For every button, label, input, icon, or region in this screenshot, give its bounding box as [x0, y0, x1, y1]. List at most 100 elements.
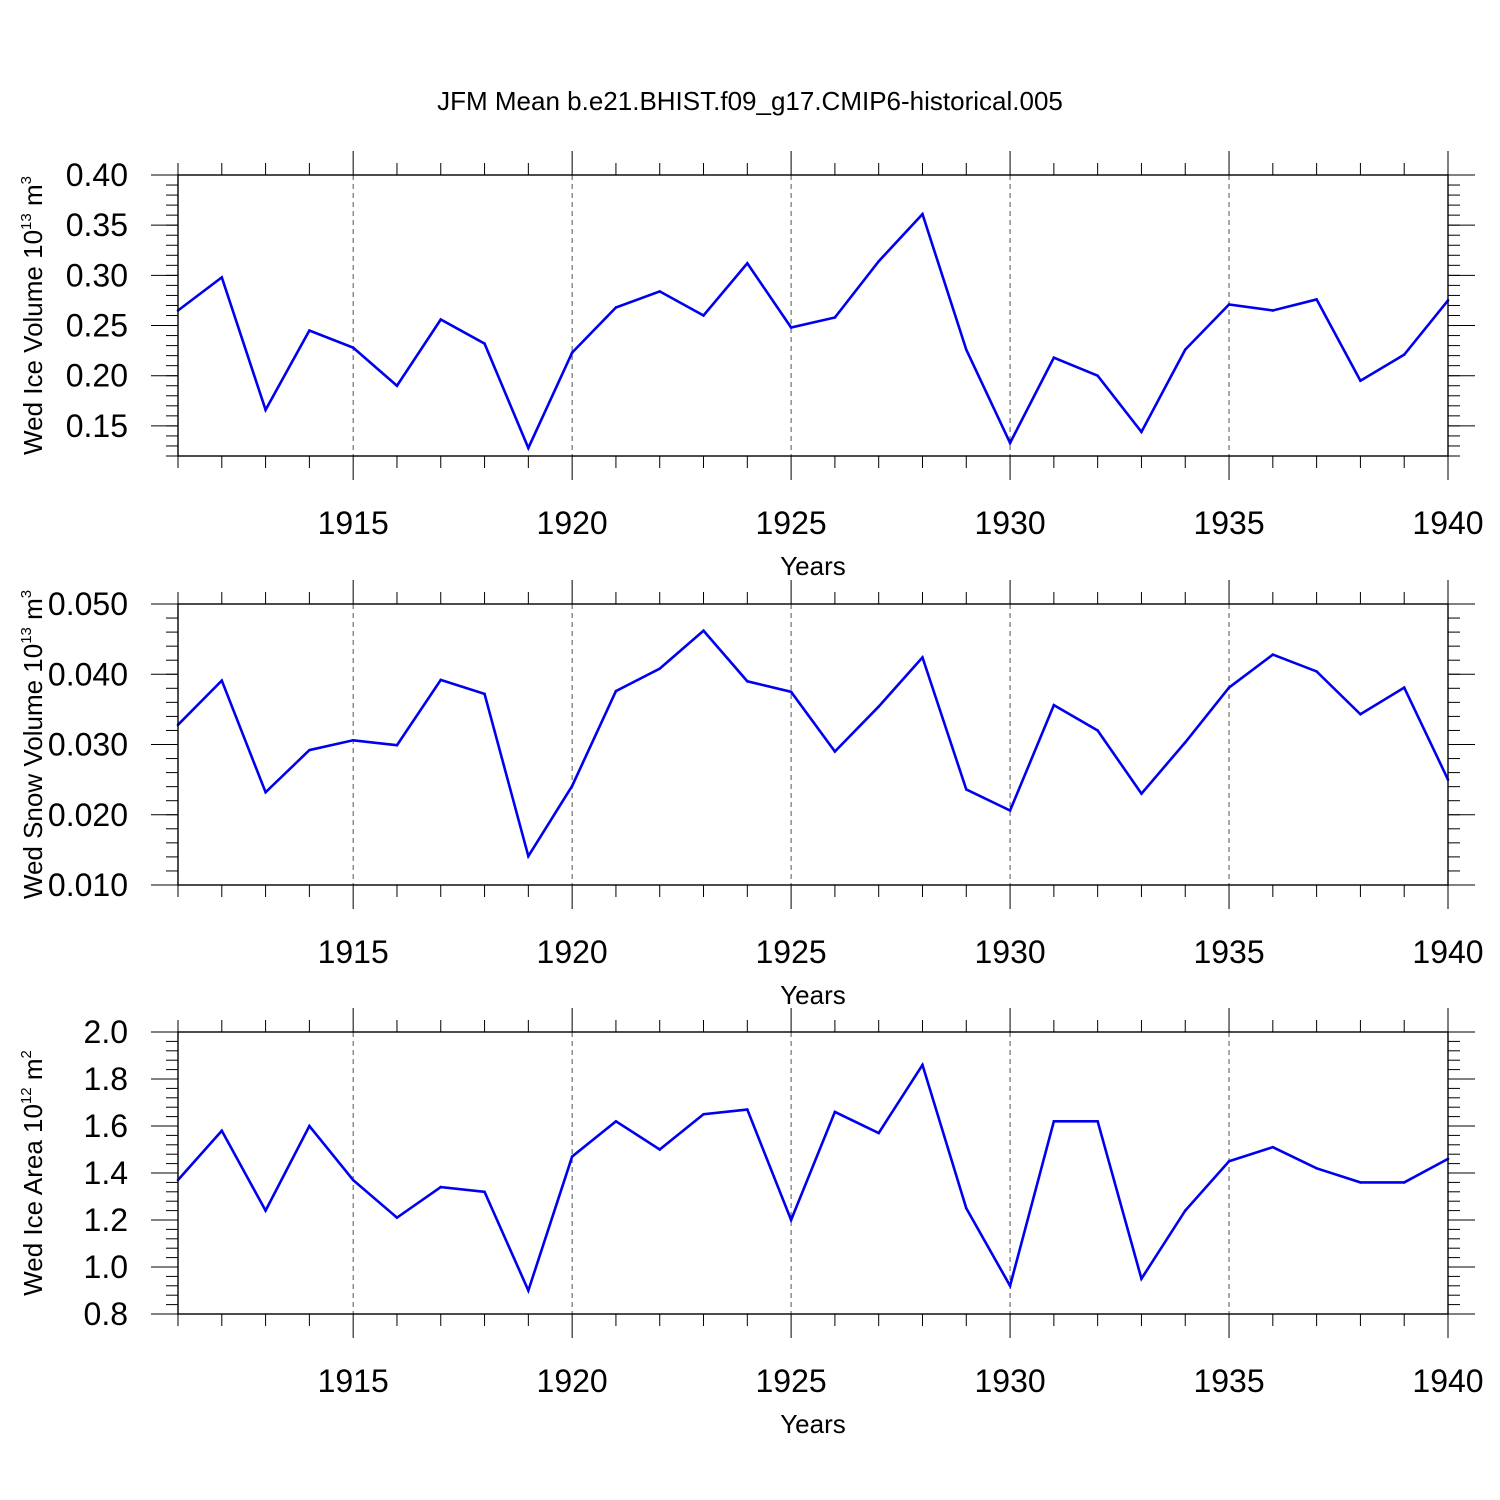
series-line	[177, 211, 1450, 452]
data-point	[1315, 670, 1318, 673]
panel-3: 0.8 1.0 1.2 1.4 1.6 1.8 2.0 1915 1920 1925 1930 193…	[18, 1008, 1484, 1439]
series-line	[177, 1061, 1449, 1295]
x-axis-label: Years	[780, 980, 846, 1010]
data-point	[439, 678, 443, 682]
data-point	[220, 1129, 224, 1132]
data-point	[308, 748, 311, 752]
data-point	[351, 1178, 355, 1182]
x-tick-label: 1915	[318, 934, 389, 970]
y-tick-label: 0.35	[66, 207, 128, 243]
data-point	[1052, 703, 1056, 707]
y-tick-label: 1.6	[84, 1108, 128, 1144]
data-point	[789, 690, 793, 694]
data-point	[921, 656, 924, 659]
data-point	[702, 1112, 705, 1116]
data-point	[1052, 1120, 1056, 1123]
data-point	[921, 1063, 924, 1067]
data-point	[964, 788, 968, 791]
data-point	[1183, 348, 1187, 351]
x-tick-label: 1920	[537, 934, 608, 970]
x-tick-label: 1935	[1193, 505, 1264, 541]
y-tick-label: 0.040	[48, 656, 128, 692]
data-point	[308, 329, 311, 332]
y-tick-label: 0.20	[66, 358, 128, 394]
x-tick-label: 1935	[1193, 934, 1264, 970]
data-point	[1096, 1120, 1099, 1123]
data-point	[395, 743, 399, 747]
data-point	[1008, 809, 1012, 812]
data-point	[439, 1185, 443, 1189]
x-tick-label: 1925	[756, 505, 827, 541]
data-point	[1008, 441, 1012, 445]
data-point	[527, 854, 530, 858]
x-tick-label: 1935	[1193, 1363, 1264, 1399]
data-point	[395, 1216, 399, 1219]
data-point	[395, 384, 399, 388]
data-point	[614, 1120, 618, 1123]
data-point	[789, 326, 793, 329]
y-tick-label: 0.030	[48, 727, 128, 763]
data-point	[833, 750, 837, 753]
data-point	[614, 306, 618, 309]
data-point	[570, 784, 574, 788]
data-point	[570, 1155, 574, 1158]
series-line	[177, 628, 1450, 860]
data-point	[658, 1148, 662, 1151]
data-point	[483, 692, 486, 696]
data-point	[1271, 653, 1275, 656]
data-point	[1096, 729, 1099, 732]
data-point	[746, 679, 749, 683]
plot-frame	[177, 603, 1449, 886]
data-point	[1402, 353, 1406, 356]
x-tick-label: 1915	[318, 1363, 389, 1399]
data-point	[264, 1209, 267, 1212]
x-tick-label: 1920	[537, 505, 608, 541]
data-point	[1008, 1284, 1012, 1288]
data-point	[527, 446, 530, 450]
data-point	[658, 667, 662, 670]
y-tick-label: 2.0	[84, 1014, 128, 1050]
data-point	[1183, 741, 1187, 744]
data-point	[1359, 712, 1362, 716]
data-point	[439, 318, 443, 321]
y-tick-label: 0.15	[66, 408, 128, 444]
data-point	[833, 1110, 837, 1114]
y-tick-label: 0.25	[66, 308, 128, 344]
data-point	[877, 705, 880, 708]
data-point	[1140, 430, 1143, 434]
data-point	[308, 1124, 311, 1128]
data-point	[483, 1190, 486, 1194]
data-point	[220, 679, 224, 682]
x-tick-label: 1930	[974, 1363, 1045, 1399]
data-point	[921, 212, 924, 216]
data-point	[220, 276, 224, 279]
data-point	[483, 342, 486, 345]
data-point	[1140, 1277, 1143, 1281]
data-point	[789, 1218, 793, 1222]
panel-1: 0.15 0.20 0.25 0.30 0.35 0.40 1915 1920 1925 1930…	[18, 151, 1484, 581]
chart-title: JFM Mean b.e21.BHIST.f09_g17.CMIP6-histo…	[437, 86, 1063, 116]
data-point	[964, 1206, 968, 1210]
data-point	[1227, 686, 1231, 689]
data-point	[964, 348, 968, 351]
chart-panels: 0.15 0.20 0.25 0.30 0.35 0.40 1915 1920 1925 1930…	[18, 151, 1484, 1439]
x-tick-label: 1940	[1412, 505, 1483, 541]
y-tick-label: 1.8	[84, 1061, 128, 1097]
data-point	[1271, 309, 1275, 312]
data-point	[746, 262, 749, 265]
data-point	[1140, 792, 1143, 795]
data-point	[1402, 686, 1406, 689]
data-point	[877, 260, 880, 263]
y-tick-label: 0.020	[48, 797, 128, 833]
x-tick-label: 1940	[1412, 934, 1483, 970]
y-tick-label: 1.2	[84, 1202, 128, 1238]
data-point	[1227, 1159, 1231, 1163]
x-tick-label: 1925	[756, 934, 827, 970]
data-point	[1359, 379, 1362, 383]
x-tick-label: 1930	[974, 505, 1045, 541]
x-axis-label: Years	[780, 551, 846, 581]
data-point	[1315, 298, 1318, 301]
plot-frame	[177, 174, 1449, 457]
x-tick-label: 1930	[974, 934, 1045, 970]
x-tick-label: 1925	[756, 1363, 827, 1399]
